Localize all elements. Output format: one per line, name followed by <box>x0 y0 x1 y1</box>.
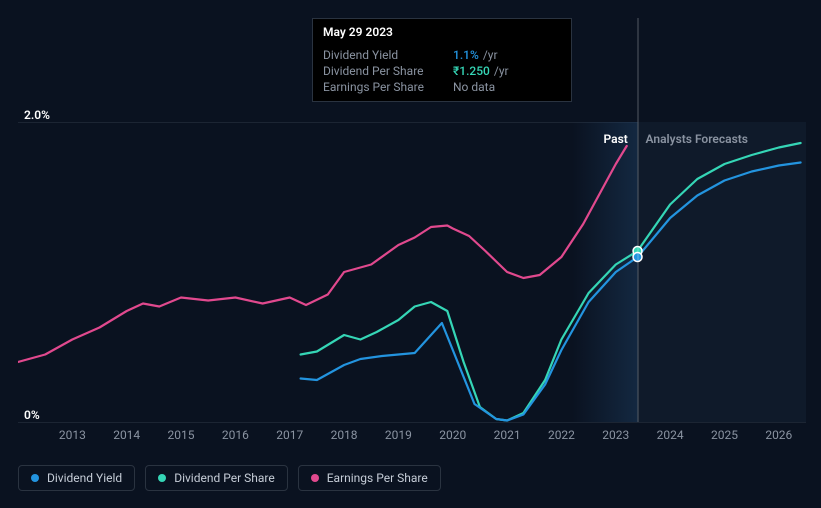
tooltip-value: 1.1% <box>453 48 479 62</box>
tooltip-value: No data <box>453 80 495 94</box>
tooltip-row: Dividend Per Share ₹1.250 /yr <box>323 63 561 79</box>
x-axis-label: 2015 <box>168 428 195 442</box>
tooltip-label: Dividend Yield <box>323 48 453 62</box>
chart-plot[interactable] <box>18 122 806 422</box>
legend-item-earnings-per-share[interactable]: Earnings Per Share <box>298 465 441 491</box>
dividend-chart: May 29 2023 Dividend Yield 1.1% /yr Divi… <box>0 0 821 508</box>
legend-dot-icon <box>158 474 166 482</box>
line-earnings-per-share <box>18 146 627 362</box>
y-axis-label: 0% <box>24 408 40 422</box>
x-axis-label: 2025 <box>711 428 738 442</box>
tooltip-value: ₹1.250 <box>453 64 490 78</box>
tooltip-label: Earnings Per Share <box>323 80 453 94</box>
hover-line <box>637 18 639 422</box>
y-axis-label: 2.0% <box>24 108 50 122</box>
legend: Dividend Yield Dividend Per Share Earnin… <box>18 465 441 491</box>
legend-label: Earnings Per Share <box>327 471 428 485</box>
tooltip-date: May 29 2023 <box>323 25 561 43</box>
x-axis-label: 2024 <box>657 428 684 442</box>
legend-dot-icon <box>311 474 319 482</box>
legend-item-dividend-yield[interactable]: Dividend Yield <box>18 465 135 491</box>
x-axis-label: 2020 <box>439 428 466 442</box>
tooltip-unit: /yr <box>483 48 498 62</box>
forecast-region <box>638 122 806 422</box>
chart-tooltip: May 29 2023 Dividend Yield 1.1% /yr Divi… <box>312 18 572 102</box>
tooltip-unit: /yr <box>494 64 509 78</box>
x-axis-label: 2013 <box>59 428 86 442</box>
x-axis-label: 2016 <box>222 428 249 442</box>
x-axis-label: 2017 <box>276 428 303 442</box>
x-axis-label: 2018 <box>331 428 358 442</box>
legend-label: Dividend Yield <box>47 471 122 485</box>
legend-item-dividend-per-share[interactable]: Dividend Per Share <box>145 465 288 491</box>
legend-dot-icon <box>31 474 39 482</box>
tooltip-row: Dividend Yield 1.1% /yr <box>323 47 561 63</box>
legend-label: Dividend Per Share <box>174 471 275 485</box>
forecast-region-label: Analysts Forecasts <box>646 132 748 146</box>
tooltip-label: Dividend Per Share <box>323 64 453 78</box>
past-gradient <box>572 122 637 422</box>
x-axis-label: 2019 <box>385 428 412 442</box>
past-region-label: Past <box>604 132 628 146</box>
tooltip-row: Earnings Per Share No data <box>323 79 561 95</box>
x-axis-label: 2014 <box>113 428 140 442</box>
x-axis-label: 2023 <box>602 428 629 442</box>
x-axis-label: 2026 <box>765 428 792 442</box>
grid-line <box>18 422 806 423</box>
x-axis-label: 2021 <box>494 428 521 442</box>
x-axis-label: 2022 <box>548 428 575 442</box>
